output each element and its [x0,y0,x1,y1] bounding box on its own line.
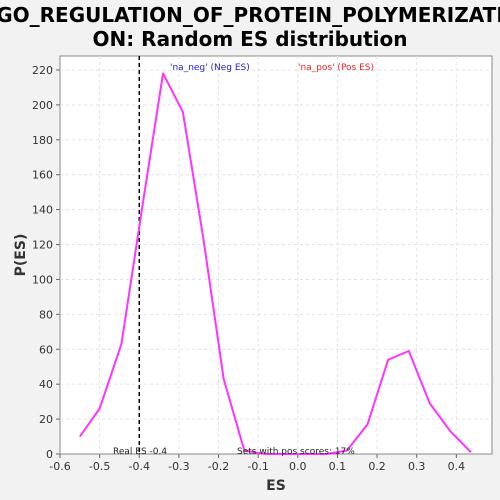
x-tick-label: -0.3 [168,460,189,473]
x-tick-label: 0.0 [289,460,307,473]
y-tick-label: 220 [32,64,53,77]
chart-title-line2: ON: Random ES distribution [92,27,407,51]
x-axis-ticks: -0.6 -0.5 -0.4 -0.3 -0.2 -0.1 0.0 0.1 0.2 0.3 0.4 [49,454,465,473]
x-tick-label: -0.2 [208,460,229,473]
y-tick-label: 20 [39,413,53,426]
es-density-line [79,72,472,455]
y-tick-label: 160 [32,169,53,182]
x-tick-label: -0.1 [247,460,268,473]
real-es-annotation: Real ES -0.4 [113,447,167,457]
chart-title-line1: GO_REGULATION_OF_PROTEIN_POLYMERIZATI [0,3,500,27]
y-tick-label: 40 [39,378,53,391]
x-tick-label: -0.5 [89,460,110,473]
pos-scores-annotation: Sets with pos scores: 17% [237,447,355,457]
y-tick-label: 0 [46,448,53,461]
y-tick-label: 60 [39,343,53,356]
y-tick-label: 80 [39,308,53,321]
legend-pos-label: 'na_pos' (Pos ES) [298,63,374,73]
y-tick-label: 120 [32,239,53,252]
y-tick-label: 180 [32,134,53,147]
x-axis-label: ES [266,478,286,494]
x-tick-label: 0.1 [329,460,347,473]
x-tick-label: -0.6 [49,460,70,473]
y-tick-label: 200 [32,99,53,112]
x-tick-label: 0.3 [408,460,426,473]
x-tick-label: 0.2 [368,460,386,473]
grid-lines [60,56,492,454]
y-tick-label: 100 [32,273,53,286]
x-tick-label: 0.4 [448,460,466,473]
y-tick-label: 140 [32,204,53,217]
y-axis-ticks: 0 20 40 60 80 100 120 140 160 180 200 220 [32,64,60,461]
legend-neg-label: 'na_neg' (Neg ES) [170,63,250,73]
series-layer [79,72,472,455]
y-axis-label: P(ES) [13,234,29,277]
x-tick-label: -0.4 [129,460,150,473]
plot-area [59,55,493,455]
